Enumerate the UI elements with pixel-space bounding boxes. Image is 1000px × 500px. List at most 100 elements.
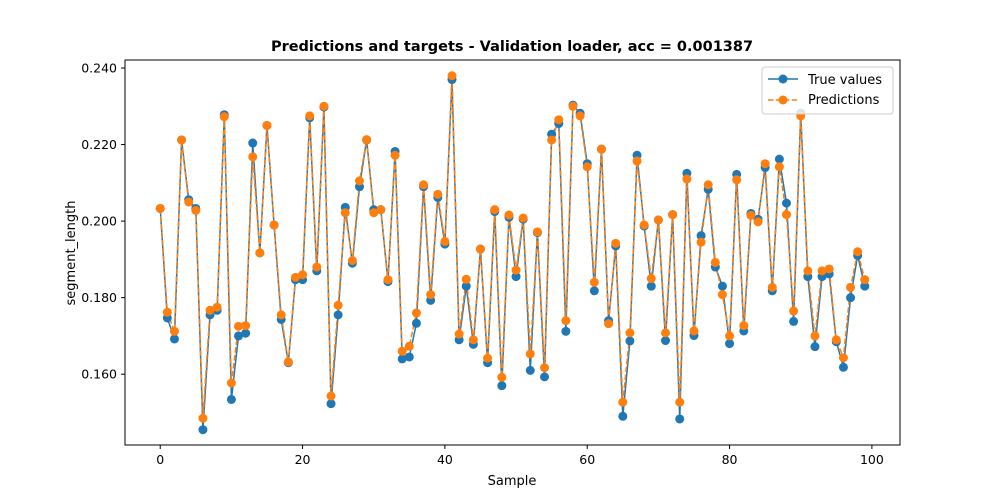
data-point-predictions	[426, 290, 436, 300]
data-point-true-values	[333, 310, 343, 320]
data-point-predictions	[504, 210, 514, 220]
data-point-predictions	[554, 115, 564, 125]
data-point-predictions	[582, 162, 592, 172]
x-tick-label: 60	[579, 452, 595, 467]
data-point-true-values	[561, 326, 571, 336]
data-point-true-values	[234, 331, 244, 341]
axes-frame	[124, 59, 901, 446]
data-point-predictions	[191, 205, 201, 215]
data-point-predictions	[632, 156, 642, 166]
data-point-true-values	[589, 286, 599, 296]
data-point-true-values	[810, 342, 820, 352]
data-point-predictions	[369, 208, 379, 218]
data-point-predictions	[838, 353, 848, 363]
data-point-predictions	[625, 328, 635, 338]
data-point-predictions	[262, 120, 272, 130]
data-point-predictions	[525, 349, 535, 359]
data-point-predictions	[746, 210, 756, 220]
data-point-predictions	[397, 346, 407, 356]
data-point-predictions	[184, 197, 194, 207]
data-point-predictions	[653, 215, 663, 225]
data-point-predictions	[511, 265, 521, 275]
data-point-predictions	[518, 213, 528, 223]
data-point-predictions	[319, 101, 329, 111]
data-point-true-values	[397, 354, 407, 364]
x-axis: 0 20 40 60 80 100	[156, 445, 884, 467]
data-point-true-values	[618, 411, 628, 421]
data-point-predictions	[682, 174, 692, 184]
data-point-predictions	[696, 237, 706, 247]
data-point-predictions	[468, 335, 478, 345]
data-point-predictions	[419, 180, 429, 190]
data-point-predictions	[860, 275, 870, 285]
y-tick-label: 0.180	[81, 290, 117, 305]
data-point-predictions	[611, 238, 621, 248]
data-point-predictions	[326, 391, 336, 401]
data-point-predictions	[290, 272, 300, 282]
chart-title: Predictions and targets - Validation loa…	[271, 39, 753, 55]
data-point-predictions	[831, 335, 841, 345]
x-tick-label: 80	[722, 452, 738, 467]
legend-predictions-label: Predictions	[808, 93, 880, 108]
data-point-predictions	[234, 321, 244, 331]
y-axis-label: segment_length	[64, 201, 79, 306]
data-point-predictions	[162, 307, 172, 317]
data-point-predictions	[561, 316, 571, 326]
y-axis: 0.160 0.180 0.200 0.220 0.240	[81, 61, 125, 382]
data-point-true-values	[461, 281, 471, 291]
data-point-predictions	[383, 275, 393, 285]
data-point-predictions	[212, 302, 222, 312]
data-point-predictions	[689, 326, 699, 336]
data-point-predictions	[703, 180, 713, 190]
data-point-predictions	[568, 101, 578, 111]
data-point-true-values	[781, 198, 791, 208]
data-point-predictions	[668, 210, 678, 220]
data-point-predictions	[404, 341, 414, 351]
data-point-predictions	[675, 397, 685, 407]
plot-area	[155, 71, 870, 435]
data-point-predictions	[376, 205, 386, 215]
data-point-predictions	[461, 274, 471, 284]
data-point-predictions	[169, 326, 179, 336]
data-point-predictions	[774, 162, 784, 172]
data-point-predictions	[532, 227, 542, 237]
data-point-predictions	[725, 331, 735, 341]
data-point-predictions	[760, 159, 770, 169]
x-tick-label: 40	[437, 452, 453, 467]
data-point-true-values	[860, 281, 870, 291]
data-point-predictions	[354, 176, 364, 186]
data-point-true-values	[411, 318, 421, 328]
data-point-predictions	[155, 203, 165, 213]
data-point-true-values	[525, 365, 535, 375]
data-point-predictions	[732, 175, 742, 185]
data-point-true-values	[625, 336, 635, 346]
data-point-true-values	[717, 281, 727, 291]
data-point-predictions	[661, 328, 671, 338]
data-point-predictions	[255, 248, 265, 258]
x-tick-label: 100	[860, 452, 884, 467]
data-point-true-values	[511, 272, 521, 282]
data-point-predictions	[646, 274, 656, 284]
data-point-predictions	[803, 266, 813, 276]
data-point-predictions	[789, 306, 799, 316]
y-tick-label: 0.160	[81, 367, 117, 382]
data-point-predictions	[411, 308, 421, 318]
data-point-true-values	[838, 362, 848, 372]
series-line-predictions	[159, 74, 866, 419]
data-point-true-values	[789, 316, 799, 326]
data-point-true-values	[646, 281, 656, 291]
data-point-predictions	[198, 413, 208, 423]
data-point-predictions	[810, 331, 820, 341]
x-tick-label: 0	[156, 452, 164, 467]
data-point-predictions	[483, 353, 493, 363]
data-point-predictions	[440, 236, 450, 246]
data-point-predictions	[604, 319, 614, 329]
data-point-predictions	[540, 363, 550, 373]
legend-true-values-marker	[778, 74, 788, 84]
data-point-predictions	[853, 247, 863, 257]
data-point-predictions	[639, 220, 649, 230]
data-point-true-values	[497, 381, 507, 391]
data-point-true-values	[198, 425, 208, 435]
data-point-predictions	[454, 329, 464, 339]
data-point-true-values	[248, 138, 258, 148]
